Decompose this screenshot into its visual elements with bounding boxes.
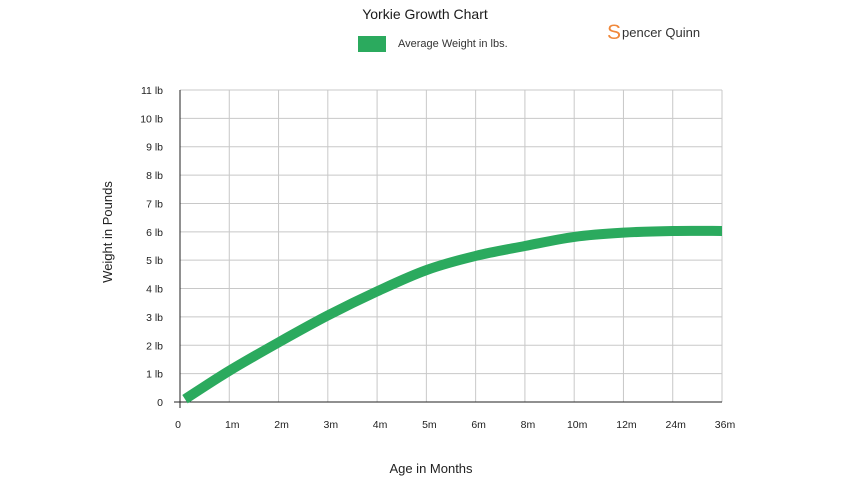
y-tick-label: 11 lb — [141, 85, 163, 97]
y-tick-label: 2 lb — [146, 340, 163, 352]
y-tick-label: 4 lb — [146, 284, 163, 296]
axes — [174, 90, 722, 408]
legend: Average Weight in lbs. — [358, 36, 508, 52]
y-tick-label: 3 lb — [146, 312, 163, 324]
x-tick-label: 0 — [175, 419, 181, 431]
x-tick-label: 6m — [471, 419, 486, 431]
y-tick-label: 8 lb — [146, 170, 163, 182]
legend-label: Average Weight in lbs. — [398, 38, 508, 50]
x-tick-labels: 0 1m 2m 3m 4m 5m 6m 8m 10m 12m 24m 36m — [175, 419, 735, 431]
x-axis-label: Age in Months — [389, 461, 473, 476]
x-tick-label: 3m — [324, 419, 339, 431]
brand-logo: S pencer Quinn — [607, 22, 700, 43]
series-line — [182, 225, 723, 404]
brand-logo-text: pencer Quinn — [622, 25, 701, 40]
x-tick-label: 5m — [422, 419, 437, 431]
series-layer — [182, 225, 723, 404]
y-tick-label: 6 lb — [146, 227, 163, 239]
x-tick-label: 24m — [666, 419, 687, 431]
chart-title: Yorkie Growth Chart — [362, 6, 488, 22]
y-tick-label: 10 lb — [140, 113, 163, 125]
y-tick-label: 1 lb — [146, 369, 163, 381]
grid — [180, 89, 723, 402]
x-tick-label: 12m — [616, 419, 637, 431]
x-tick-label: 4m — [373, 419, 388, 431]
x-tick-label: 8m — [521, 419, 536, 431]
x-tick-label: 1m — [225, 419, 240, 431]
brand-logo-mark: S — [607, 21, 622, 44]
x-tick-label: 10m — [567, 419, 588, 431]
y-axis-label: Weight in Pounds — [100, 181, 115, 283]
x-tick-label: 36m — [715, 419, 736, 431]
y-tick-label: 5 lb — [146, 255, 163, 267]
x-tick-label: 2m — [274, 419, 289, 431]
y-tick-label: 7 lb — [146, 198, 163, 210]
y-tick-labels: 0 1 lb 2 lb 3 lb 4 lb 5 lb 6 lb 7 lb 8 lb 9 lb 10 … — [140, 85, 163, 409]
legend-swatch — [358, 36, 386, 52]
y-tick-label: 9 lb — [146, 142, 163, 154]
y-tick-label: 0 — [157, 397, 163, 409]
